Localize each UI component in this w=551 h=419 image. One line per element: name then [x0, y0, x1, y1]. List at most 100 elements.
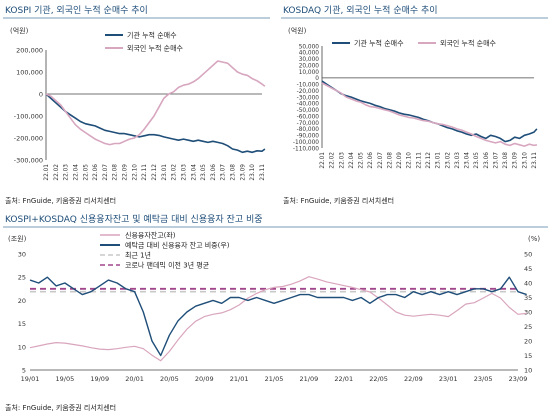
- x-tick-label: 22.09: [397, 152, 403, 169]
- y-tick-label: -40,000: [297, 102, 320, 108]
- y-left-tick-label: 5: [22, 367, 26, 375]
- legend-label: 외국인 누적 순매수: [440, 39, 497, 48]
- x-tick-label: 23.02: [445, 152, 451, 169]
- x-tick-label: 23.02: [172, 164, 178, 181]
- y-tick-label: 10,000: [299, 70, 320, 76]
- x-tick-label: 23.10: [522, 152, 528, 169]
- x-tick-label: 22.02: [330, 152, 336, 169]
- x-tick-label: 21/09: [299, 375, 318, 383]
- x-tick-label: 23.11: [532, 152, 538, 169]
- y-right-tick-label: 20: [524, 338, 532, 346]
- kosdaq-chart: KOSDAQ 기관, 외국인 누적 순매수 추이 (억원) 50,00040,0…: [281, 4, 548, 205]
- credit-title: KOSPI+KOSDAQ 신용융자잔고 및 예탁금 대비 신용융자 잔고 비중: [5, 213, 263, 225]
- y-left-tick-label: 20: [18, 297, 26, 305]
- y-tick-label: -100,000: [14, 112, 43, 120]
- x-tick-label: 22.05: [359, 152, 365, 169]
- y-tick-label: -50,000: [297, 108, 320, 114]
- credit-plot: 5 10 15 20 25 30 10 15 20 25 30 35 40 45 50 19/01 19/05 1…: [18, 231, 533, 384]
- institution-series-line: [321, 80, 538, 143]
- x-tick-label: 22.03: [64, 164, 70, 181]
- x-tick-label: 22.03: [339, 152, 345, 169]
- kosdaq-plot: 50,00040,00030,00020,00010,0000-10,000-2…: [293, 39, 538, 169]
- x-tick-label: 23.04: [465, 152, 471, 169]
- x-tick-label: 23.05: [201, 164, 207, 181]
- x-tick-label: 23/05: [474, 375, 493, 383]
- x-tick-label: 22.01: [44, 164, 50, 181]
- credit-unit-right: (%): [528, 235, 540, 243]
- y-tick-label: -100,000: [293, 140, 319, 146]
- x-tick-label: 19/05: [55, 375, 74, 383]
- x-tick-label: 23.01: [162, 164, 168, 181]
- x-tick-label: 23/09: [509, 375, 528, 383]
- credit-balance-line: [29, 276, 527, 362]
- institution-series-line: [45, 93, 266, 154]
- y-right-tick-label: 50: [524, 251, 532, 259]
- y-tick-label: 0: [39, 90, 43, 98]
- x-tick-label: 23.06: [484, 152, 490, 169]
- legend-label: 최근 1년: [125, 251, 151, 260]
- legend-label: 예탁금 대비 신용융자 잔고 비중(우): [125, 241, 230, 250]
- credit-ratio-line: [29, 276, 527, 357]
- kosdaq-source: 출처: FnGuide, 키움증권 리서치센터: [283, 196, 394, 205]
- credit-unit-left: (조원): [8, 234, 27, 243]
- y-tick-label: -300,000: [14, 156, 43, 164]
- kospi-source: 출처: FnGuide, 키움증권 리서치센터: [5, 196, 116, 205]
- x-tick-label: 20/05: [160, 375, 179, 383]
- foreign-series-line: [321, 82, 538, 147]
- x-tick-label: 22.08: [387, 152, 393, 169]
- y-tick-label: -200,000: [14, 134, 43, 142]
- y-left-tick-label: 25: [18, 274, 26, 282]
- y-tick-label: -30,000: [297, 95, 320, 101]
- legend-label: 신용융자잔고(좌): [125, 231, 176, 240]
- x-tick-label: 23.07: [221, 164, 227, 181]
- x-tick-label: 22.06: [93, 164, 99, 181]
- x-tick-label: 22/01: [334, 375, 353, 383]
- x-tick-label: 23.05: [474, 152, 480, 169]
- x-tick-label: 22.11: [142, 164, 148, 181]
- y-tick-label: -80,000: [297, 127, 320, 133]
- y-tick-label: -20,000: [297, 89, 320, 95]
- x-tick-label: 22/09: [404, 375, 423, 383]
- y-tick-label: 30,000: [299, 57, 320, 63]
- x-tick-label: 23.07: [493, 152, 499, 169]
- x-tick-label: 23.09: [513, 152, 519, 169]
- y-tick-label: -70,000: [297, 121, 320, 127]
- x-tick-label: 22.11: [416, 152, 422, 169]
- x-tick-label: 23/01: [439, 375, 458, 383]
- kospi-chart: KOSPI 기관, 외국인 누적 순매수 추이 (억원) 200,000 100,…: [3, 4, 270, 205]
- y-tick-label: -10,000: [297, 83, 320, 89]
- x-tick-label: 23.03: [455, 152, 461, 169]
- y-left-tick-label: 30: [18, 251, 26, 259]
- x-tick-label: 23.01: [436, 152, 442, 169]
- legend-label: 코로나 팬데믹 이전 3년 평균: [125, 261, 210, 270]
- x-tick-label: 23.06: [211, 164, 217, 181]
- x-tick-label: 23.08: [503, 152, 509, 169]
- y-right-tick-label: 40: [524, 280, 532, 288]
- y-right-tick-label: 15: [524, 352, 532, 360]
- x-tick-label: 22.07: [103, 164, 109, 181]
- y-right-tick-label: 45: [524, 265, 532, 273]
- credit-chart: KOSPI+KOSDAQ 신용융자잔고 및 예탁금 대비 신용융자 잔고 비중 …: [3, 213, 548, 412]
- x-tick-label: 22.06: [368, 152, 374, 169]
- x-tick-label: 22.04: [349, 152, 355, 169]
- x-tick-label: 22.04: [73, 164, 79, 181]
- credit-source: 출처: FnGuide, 키움증권 리서치센터: [5, 403, 116, 412]
- y-tick-label: -110,000: [293, 146, 319, 152]
- x-tick-label: 23.09: [240, 164, 246, 181]
- x-tick-label: 22.02: [54, 164, 60, 181]
- y-tick-label: -90,000: [297, 134, 320, 140]
- x-tick-label: 22.10: [132, 164, 138, 181]
- x-tick-label: 19/01: [21, 375, 40, 383]
- kospi-title: KOSPI 기관, 외국인 누적 순매수 추이: [5, 4, 148, 16]
- x-tick-label: 23.04: [191, 164, 197, 181]
- legend-label: 기관 누적 순매수: [127, 31, 177, 40]
- x-tick-label: 23.08: [231, 164, 237, 181]
- x-tick-label: 22/05: [369, 375, 388, 383]
- kospi-unit: (억원): [10, 26, 29, 35]
- kospi-plot: 200,000100,0000-100,000-200,000-300,0002…: [14, 31, 266, 181]
- y-left-tick-label: 15: [18, 320, 26, 328]
- x-tick-label: 22.08: [113, 164, 119, 181]
